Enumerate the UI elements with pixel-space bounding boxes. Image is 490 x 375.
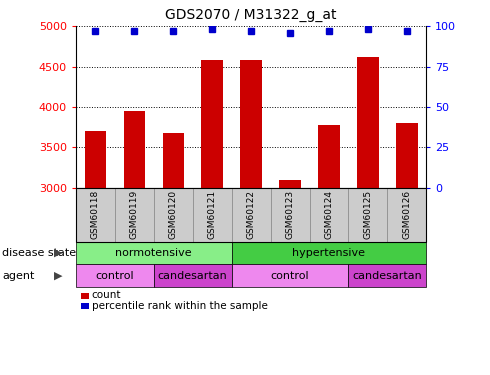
Text: agent: agent xyxy=(2,271,35,280)
Bar xyxy=(123,111,145,188)
Bar xyxy=(201,60,223,188)
Bar xyxy=(357,57,379,188)
Text: ▶: ▶ xyxy=(53,248,62,258)
Text: GSM60123: GSM60123 xyxy=(286,190,294,239)
Bar xyxy=(241,60,262,188)
Text: GSM60124: GSM60124 xyxy=(324,190,334,239)
Text: GSM60126: GSM60126 xyxy=(402,190,411,239)
Text: GSM60120: GSM60120 xyxy=(169,190,178,239)
Text: control: control xyxy=(96,271,134,280)
Title: GDS2070 / M31322_g_at: GDS2070 / M31322_g_at xyxy=(166,9,337,22)
Bar xyxy=(163,134,184,188)
Bar xyxy=(85,131,106,188)
Text: hypertensive: hypertensive xyxy=(293,248,366,258)
Text: GSM60125: GSM60125 xyxy=(364,190,372,239)
Text: candesartan: candesartan xyxy=(352,271,422,280)
Text: normotensive: normotensive xyxy=(116,248,192,258)
Bar xyxy=(396,123,417,188)
Text: percentile rank within the sample: percentile rank within the sample xyxy=(92,301,268,311)
Text: count: count xyxy=(92,291,121,300)
Text: GSM60121: GSM60121 xyxy=(208,190,217,239)
Text: GSM60118: GSM60118 xyxy=(91,190,100,239)
Bar xyxy=(318,124,340,188)
Text: GSM60122: GSM60122 xyxy=(246,190,256,239)
Text: control: control xyxy=(271,271,309,280)
Text: candesartan: candesartan xyxy=(158,271,228,280)
Text: disease state: disease state xyxy=(2,248,76,258)
Bar xyxy=(279,180,301,188)
Text: GSM60119: GSM60119 xyxy=(130,190,139,239)
Text: ▶: ▶ xyxy=(53,271,62,280)
